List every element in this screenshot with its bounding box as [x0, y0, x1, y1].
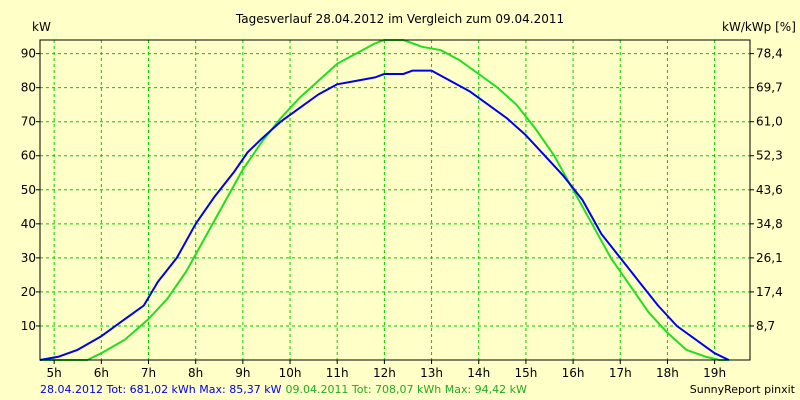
y-right-tick-label: 17,4 [756, 285, 783, 299]
x-tick-label: 15h [514, 366, 537, 380]
y-left-tick-label: 40 [21, 217, 36, 231]
x-tick-label: 10h [279, 366, 302, 380]
x-tick-label: 7h [141, 366, 156, 380]
plot-area [40, 40, 750, 360]
x-tick-label: 16h [562, 366, 585, 380]
y-axis-left-title: kW [32, 20, 51, 34]
x-tick-label: 5h [47, 366, 62, 380]
footer-summary: 28.04.2012 Tot: 681,02 kWh Max: 85,37 kW… [40, 383, 527, 396]
y-axis-left-ticks: 10 20 30 40 50 60 70 80 90 [21, 47, 40, 333]
series-line-1 [39, 69, 730, 361]
y-left-tick-label: 90 [21, 47, 36, 61]
y-left-tick-label: 30 [21, 251, 36, 265]
x-tick-label: 9h [235, 366, 250, 380]
x-tick-label: 11h [326, 366, 349, 380]
grid-lines [40, 40, 750, 360]
y-left-tick-label: 70 [21, 115, 36, 129]
x-tick-label: 12h [373, 366, 396, 380]
y-left-tick-label: 60 [21, 149, 36, 163]
y-left-tick-label: 80 [21, 81, 36, 95]
y-right-tick-label: 78,4 [756, 47, 783, 61]
x-tick-label: 19h [703, 366, 726, 380]
y-left-tick-label: 10 [21, 319, 36, 333]
y-axis-right-ticks: 8,7 17,4 26,1 34,8 43,6 52,3 61,0 69,7 78,4 [750, 47, 783, 333]
y-right-tick-label: 69,7 [756, 81, 783, 95]
footer-credit: SunnyReport pinxit [690, 383, 796, 396]
y-axis-right-title: kW/kWp [%] [722, 20, 796, 34]
x-tick-label: 14h [467, 366, 490, 380]
series1-summary: 28.04.2012 Tot: 681,02 kWh Max: 85,37 kW [40, 383, 282, 396]
chart-title: Tagesverlauf 28.04.2012 im Vergleich zum… [235, 12, 564, 26]
plot-frame [39, 39, 751, 361]
y-right-tick-label: 52,3 [756, 149, 783, 163]
y-right-tick-label: 43,6 [756, 183, 783, 197]
y-right-tick-label: 34,8 [756, 217, 783, 231]
x-tick-label: 17h [609, 366, 632, 380]
y-left-tick-label: 20 [21, 285, 36, 299]
y-right-tick-label: 8,7 [756, 319, 775, 333]
x-tick-label: 18h [656, 366, 679, 380]
x-tick-label: 8h [188, 366, 203, 380]
y-right-tick-label: 61,0 [756, 115, 783, 129]
x-axis-ticks: 5h 6h 7h 8h 9h 10h 11h 12h 13h 14h 15h 16h 17h 18h 19h [47, 360, 726, 380]
x-tick-label: 13h [420, 366, 443, 380]
y-left-tick-label: 50 [21, 183, 36, 197]
series2-summary: 09.04.2011 Tot: 708,07 kWh Max: 94,42 kW [285, 383, 527, 396]
y-right-tick-label: 26,1 [756, 251, 783, 265]
x-tick-label: 6h [94, 366, 109, 380]
